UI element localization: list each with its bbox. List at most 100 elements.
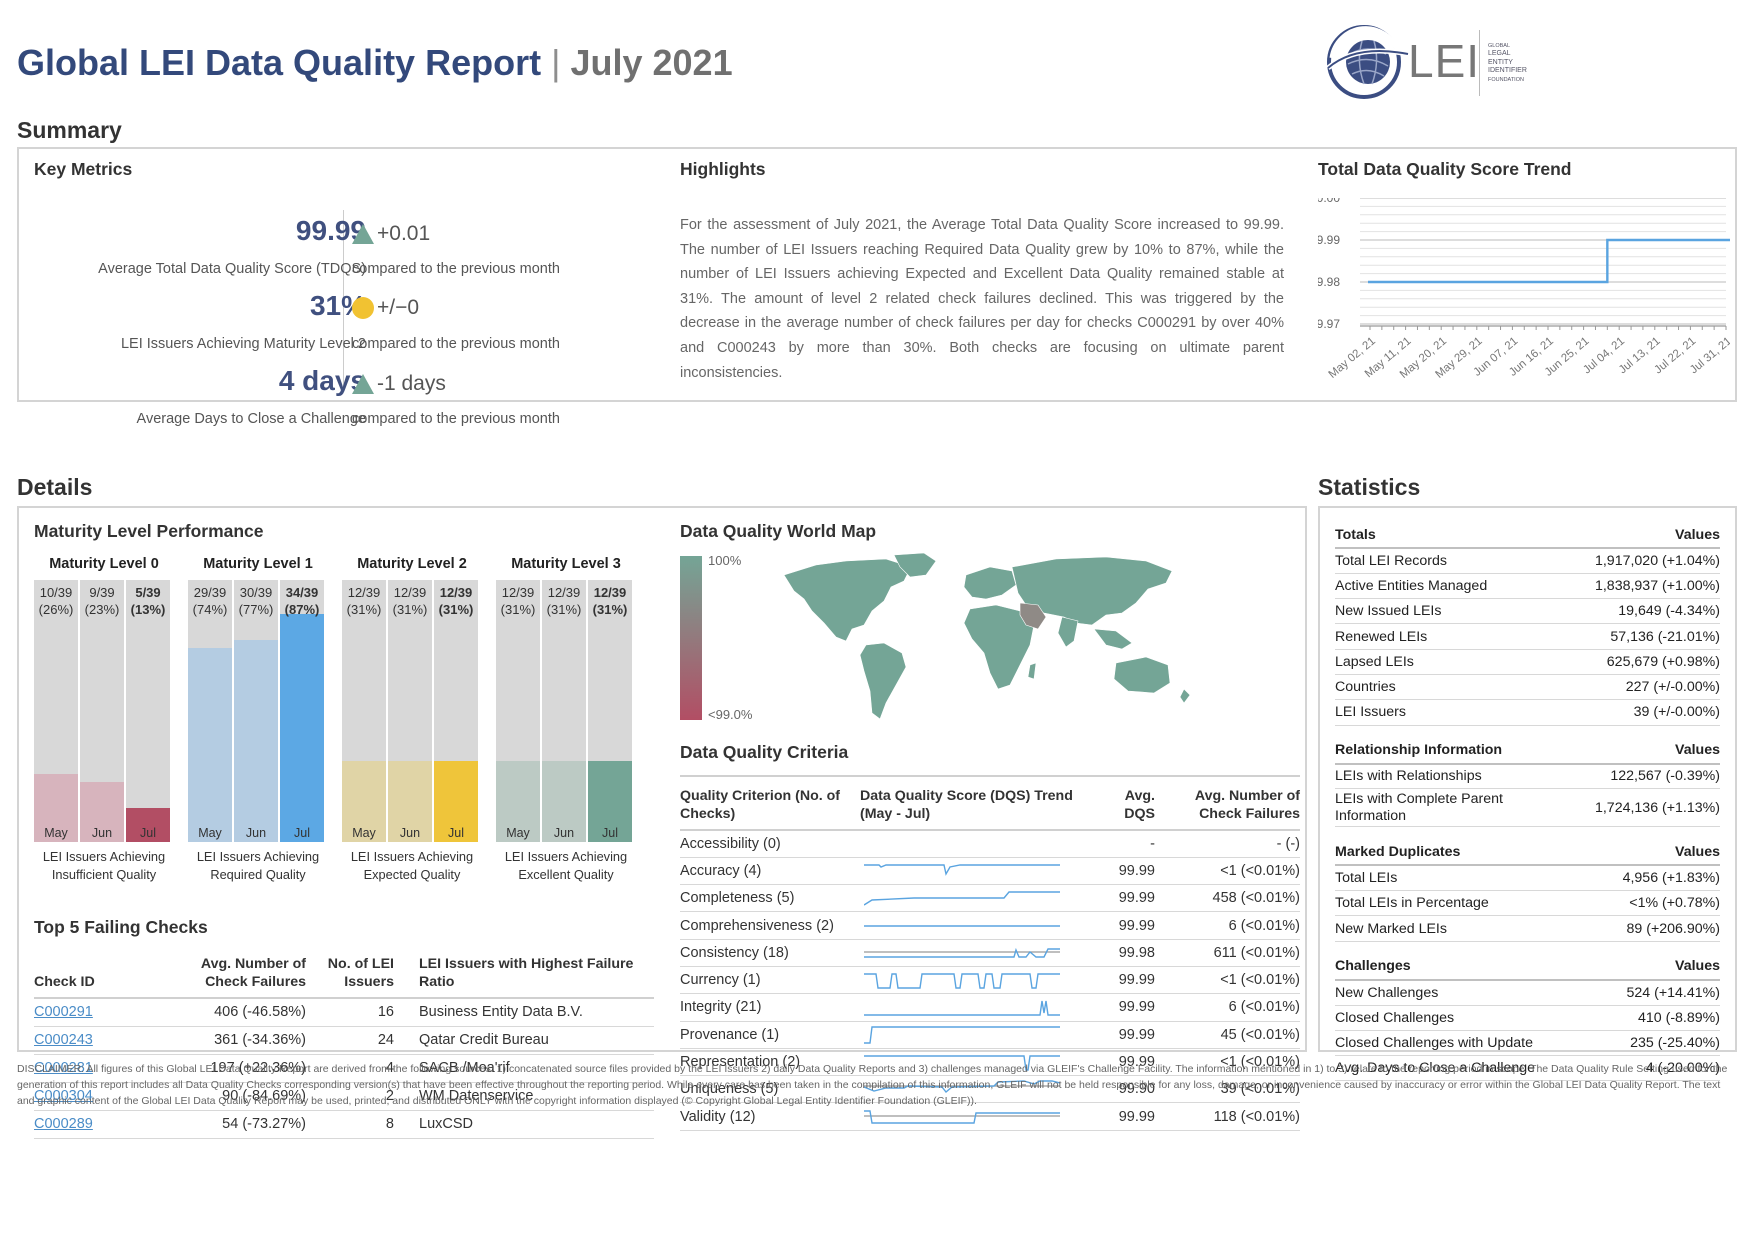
sparkline-line bbox=[864, 1026, 1060, 1044]
maturity-bar: 5/39 (13%) Jul bbox=[126, 580, 170, 842]
stat-value: 410 (-8.89%) bbox=[1597, 1005, 1720, 1031]
metric-delta-text: +0.01 bbox=[377, 222, 431, 245]
stat-value: 89 (+206.90%) bbox=[1570, 915, 1720, 942]
table-row: Avg. Days to Close a Challenge 4 (-20.00%… bbox=[1335, 1055, 1720, 1082]
maturity-bar-label: 34/39 (87%) bbox=[280, 584, 324, 618]
issuers-cell: 16 bbox=[306, 998, 394, 1027]
avg-dqs-cell: 99.99 bbox=[1095, 966, 1155, 995]
maturity-bar: 12/39 (31%) Jun bbox=[542, 580, 586, 842]
sparkline-cell bbox=[860, 884, 1095, 913]
y-tick-label: 99.97 bbox=[1318, 317, 1340, 331]
table-row: Accessibility (0) - - (-) bbox=[680, 830, 1300, 858]
criterion-cell: Consistency (18) bbox=[680, 939, 860, 967]
trend-heading: Total Data Quality Score Trend bbox=[1318, 159, 1572, 179]
maturity-bar-fill bbox=[80, 781, 124, 842]
maturity-bar: 10/39 (26%) May bbox=[34, 580, 78, 842]
avg-failures-cell: 6 (<0.01%) bbox=[1155, 993, 1300, 1022]
stats-table-3: Challenges Values New Challenges 524 (+14.4… bbox=[1335, 953, 1720, 1082]
failing-heading: Top 5 Failing Checks bbox=[34, 917, 208, 937]
avg-dqs-cell: 99.99 bbox=[1095, 1021, 1155, 1049]
metric-tdqs: 99.99 Average Total Data Quality Score (… bbox=[30, 215, 590, 285]
month-label: Jun bbox=[399, 826, 421, 840]
avg-dqs-cell: 99.98 bbox=[1095, 939, 1155, 967]
check-id-cell: C000281 bbox=[34, 1054, 164, 1083]
metric-delta-text: +/−0 bbox=[377, 296, 420, 319]
month-label: Jun bbox=[245, 826, 267, 840]
table-row: LEIs with Relationships 122,567 (-0.39%) bbox=[1335, 763, 1720, 790]
title-separator: | bbox=[551, 42, 561, 83]
maturity-level-3: Maturity Level 3 12/39 (31%) May 12/39 (31%) J… bbox=[496, 556, 636, 892]
map-heading: Data Quality World Map bbox=[680, 521, 877, 541]
stat-label: New Issued LEIs bbox=[1335, 598, 1547, 625]
maturity-level-title: Maturity Level 0 bbox=[49, 556, 159, 572]
fraction-text: 12/39 bbox=[501, 585, 535, 600]
logo-small-text: GLOBAL LEGAL ENTITY IDENTIFIER FOUNDATIO… bbox=[1488, 42, 1527, 84]
avg-failures-cell: 458 (<0.01%) bbox=[1155, 884, 1300, 913]
maturity-bar-label: 10/39 (26%) bbox=[34, 584, 78, 618]
maturity-bar: 12/39 (31%) Jul bbox=[434, 580, 478, 842]
sparkline-cell bbox=[860, 911, 1095, 940]
month-label: Jun bbox=[91, 826, 113, 840]
table-row: Lapsed LEIs 625,679 (+0.98%) bbox=[1335, 649, 1720, 675]
metric-delta: +0.01 bbox=[352, 222, 430, 246]
table-header-row: Quality Criterion (No. of Checks) Data Q… bbox=[680, 775, 1300, 831]
fraction-text: 12/39 bbox=[347, 585, 381, 600]
sparkline-line bbox=[864, 891, 1060, 906]
avg-failures-cell: 54 (-73.27%) bbox=[164, 1110, 306, 1139]
check-id-link[interactable]: C000289 bbox=[34, 1116, 93, 1132]
stat-label: LEIs with Relationships bbox=[1335, 763, 1525, 790]
maturity-bar-fill bbox=[188, 648, 232, 842]
col-no-issuers: No. of LEI Issuers bbox=[306, 955, 394, 999]
maturity-level-title: Maturity Level 3 bbox=[511, 556, 621, 572]
avg-failures-cell: 39 (<0.01%) bbox=[1155, 1075, 1300, 1104]
avg-failures-cell: - (-) bbox=[1155, 830, 1300, 858]
maturity-bar-label: 9/39 (23%) bbox=[80, 584, 124, 618]
stat-value: 4 (-20.00%) bbox=[1597, 1055, 1720, 1082]
india-shape bbox=[1057, 616, 1079, 648]
table-row: LEI Issuers 39 (+/-0.00%) bbox=[1335, 699, 1720, 726]
stat-label: Renewed LEIs bbox=[1335, 623, 1547, 650]
month-label: Jul bbox=[294, 826, 310, 840]
stat-label: Total LEI Records bbox=[1335, 548, 1547, 574]
maturity-bar-label: 5/39 (13%) bbox=[126, 584, 170, 618]
table-header-row: Relationship Information Values bbox=[1335, 737, 1720, 765]
check-id-link[interactable]: C000291 bbox=[34, 1004, 93, 1021]
values-label: Values bbox=[1546, 522, 1720, 549]
highest-ratio-cell: WM Datenservice bbox=[394, 1082, 654, 1111]
stats-table-0: Totals Values Total LEI Records 1,917,020 (… bbox=[1335, 522, 1720, 726]
logo-line: LEGAL bbox=[1488, 50, 1511, 58]
table-row: New Marked LEIs 89 (+206.90%) bbox=[1335, 915, 1720, 942]
percent-text: (31%) bbox=[500, 602, 536, 617]
check-id-link[interactable]: C000243 bbox=[34, 1032, 93, 1048]
avg-failures-cell: 197 (+22.36%) bbox=[164, 1054, 306, 1083]
avg-failures-cell: 118 (<0.01%) bbox=[1155, 1102, 1300, 1131]
sparkline-cell bbox=[860, 830, 1095, 858]
stat-value: 1,917,020 (+1.04%) bbox=[1546, 548, 1720, 574]
highest-ratio-cell: Business Entity Data B.V. bbox=[394, 998, 654, 1027]
avg-failures-cell: 611 (<0.01%) bbox=[1155, 939, 1300, 967]
check-id-link[interactable]: C000281 bbox=[34, 1060, 93, 1076]
highest-ratio-cell: LuxCSD bbox=[394, 1110, 654, 1139]
avg-failures-cell: 6 (<0.01%) bbox=[1155, 911, 1300, 940]
percent-text: (74%) bbox=[192, 602, 228, 617]
values-label: Values bbox=[1597, 953, 1720, 981]
globe-icon bbox=[1326, 25, 1409, 99]
stat-label: Countries bbox=[1335, 674, 1547, 701]
maturity-bar: 12/39 (31%) Jul bbox=[588, 580, 632, 842]
metric-value: 4 days bbox=[278, 365, 366, 396]
maturity-bar-label: 30/39 (77%) bbox=[234, 584, 278, 618]
stat-value: 235 (-25.40%) bbox=[1597, 1030, 1720, 1057]
table-row: Renewed LEIs 57,136 (-21.01%) bbox=[1335, 623, 1720, 650]
percent-text: (31%) bbox=[438, 602, 474, 617]
table-header-row: Check ID Avg. Number of Check Failures N… bbox=[34, 955, 654, 999]
map-legend-bottom: <99.0% bbox=[708, 707, 753, 722]
fraction-text: 12/39 bbox=[547, 585, 581, 600]
logo-text: LEI bbox=[1408, 35, 1481, 87]
col-check-id: Check ID bbox=[34, 955, 164, 999]
percent-text: (31%) bbox=[546, 602, 582, 617]
dqs-sparkline bbox=[864, 1080, 1060, 1094]
metric-delta: +/−0 bbox=[352, 296, 419, 320]
check-id-link[interactable]: C000304 bbox=[34, 1088, 93, 1104]
criterion-cell: Accessibility (0) bbox=[680, 830, 860, 858]
statistics-heading: Statistics bbox=[1318, 474, 1421, 500]
